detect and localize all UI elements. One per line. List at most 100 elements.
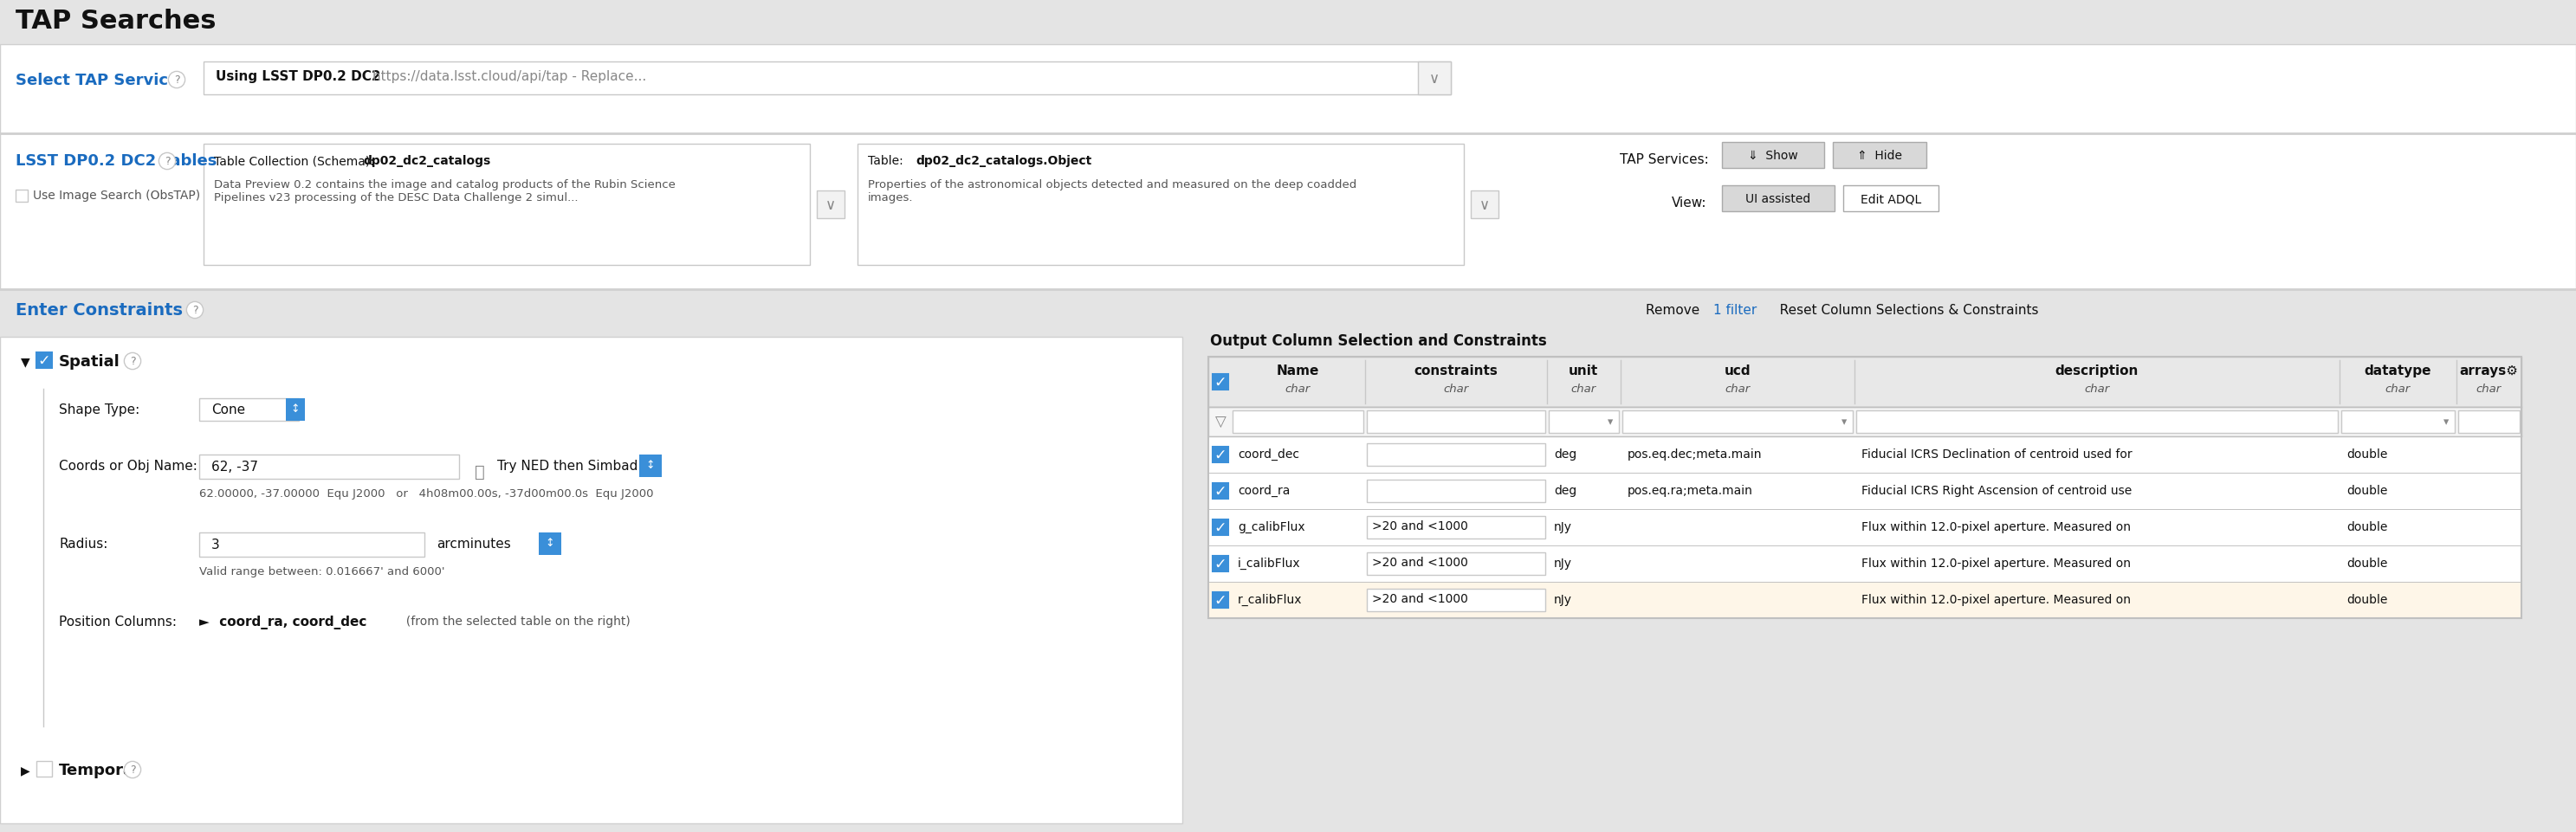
Text: char: char xyxy=(2476,383,2501,394)
Text: Fiducial ICRS Right Ascension of centroid use: Fiducial ICRS Right Ascension of centroi… xyxy=(1862,484,2133,497)
Text: https://data.lsst.cloud/api/tap - Replace...: https://data.lsst.cloud/api/tap - Replac… xyxy=(374,70,647,83)
Text: Table Collection (Schema):: Table Collection (Schema): xyxy=(214,155,374,167)
Bar xyxy=(1417,62,1450,95)
Text: (from the selected table on the right): (from the selected table on the right) xyxy=(399,615,631,627)
Text: ▶: ▶ xyxy=(21,764,31,775)
Text: deg: deg xyxy=(1553,484,1577,497)
Text: ▾: ▾ xyxy=(1607,417,1613,428)
Bar xyxy=(1208,357,2522,618)
Bar xyxy=(0,0,2576,45)
Text: ∨: ∨ xyxy=(1430,71,1440,87)
Text: constraints: constraints xyxy=(1414,364,1499,377)
Text: LSST DP0.2 DC2 Tables: LSST DP0.2 DC2 Tables xyxy=(15,153,216,169)
Text: ?: ? xyxy=(129,356,137,367)
Bar xyxy=(198,455,459,479)
Bar xyxy=(858,145,1463,265)
Text: ?: ? xyxy=(173,75,180,86)
Text: ?: ? xyxy=(193,305,198,316)
Text: ✓: ✓ xyxy=(39,353,52,369)
Text: ▾: ▾ xyxy=(2445,417,2450,428)
Bar xyxy=(1213,592,1229,608)
Text: nJy: nJy xyxy=(1553,557,1571,569)
Text: ↕: ↕ xyxy=(647,459,654,471)
Text: Fiducial ICRS Declination of centroid used for: Fiducial ICRS Declination of centroid us… xyxy=(1862,448,2133,460)
Text: ucd: ucd xyxy=(1723,364,1752,377)
Text: Flux within 12.0-pixel aperture. Measured on: Flux within 12.0-pixel aperture. Measure… xyxy=(1862,521,2130,532)
Text: ✓: ✓ xyxy=(1213,447,1226,463)
Text: ✓: ✓ xyxy=(1213,556,1226,572)
Text: >20 and <1000: >20 and <1000 xyxy=(1373,556,1468,568)
Bar xyxy=(1208,357,2522,408)
Text: Try NED then Simbad: Try NED then Simbad xyxy=(497,459,639,473)
Text: double: double xyxy=(2347,593,2388,606)
Text: coord_ra: coord_ra xyxy=(1236,484,1291,497)
Text: Using LSST DP0.2 DC2: Using LSST DP0.2 DC2 xyxy=(216,70,381,83)
Bar xyxy=(1368,443,1546,466)
Text: Use Image Search (ObsTAP): Use Image Search (ObsTAP) xyxy=(33,190,201,201)
Bar xyxy=(1208,546,2522,582)
Bar xyxy=(1208,437,2522,473)
Text: ⇑  Hide: ⇑ Hide xyxy=(1857,150,1901,161)
Bar xyxy=(1721,143,1824,169)
Bar xyxy=(0,290,2576,832)
Bar xyxy=(1368,589,1546,612)
Bar xyxy=(1832,143,1927,169)
Text: Flux within 12.0-pixel aperture. Measured on: Flux within 12.0-pixel aperture. Measure… xyxy=(1862,593,2130,606)
Text: Cone: Cone xyxy=(211,403,245,416)
Text: description: description xyxy=(2056,364,2138,377)
Bar xyxy=(2458,411,2519,433)
Bar xyxy=(1623,411,1852,433)
Text: ∨: ∨ xyxy=(1479,197,1489,213)
Bar xyxy=(1844,186,1940,212)
Text: Output Column Selection and Constraints: Output Column Selection and Constraints xyxy=(1211,333,1546,349)
Text: ►: ► xyxy=(198,615,209,628)
Text: Properties of the astronomical objects detected and measured on the deep coadded: Properties of the astronomical objects d… xyxy=(868,179,1358,203)
Bar xyxy=(0,134,2576,290)
Text: ✓: ✓ xyxy=(1213,592,1226,608)
Bar xyxy=(286,399,304,421)
Bar xyxy=(1368,552,1546,575)
Bar xyxy=(1208,473,2522,509)
Text: datatype: datatype xyxy=(2365,364,2432,377)
Text: ?: ? xyxy=(165,156,170,167)
Text: ▼: ▼ xyxy=(21,355,31,368)
Text: 1 filter: 1 filter xyxy=(1713,304,1757,316)
Bar xyxy=(36,353,52,369)
Text: ▽: ▽ xyxy=(1216,414,1226,430)
Text: ✓: ✓ xyxy=(1213,520,1226,535)
Bar xyxy=(1213,556,1229,572)
Bar xyxy=(198,399,299,421)
Bar xyxy=(204,62,1450,95)
Bar xyxy=(0,337,1182,824)
Bar xyxy=(538,532,562,555)
Text: dp02_dc2_catalogs: dp02_dc2_catalogs xyxy=(363,155,489,167)
Text: Enter Constraints: Enter Constraints xyxy=(15,302,183,319)
Text: char: char xyxy=(1571,383,1597,394)
Text: ↕: ↕ xyxy=(546,537,554,549)
Text: UI assisted: UI assisted xyxy=(1747,193,1811,205)
Text: ✓: ✓ xyxy=(1213,483,1226,499)
Bar xyxy=(1213,447,1229,463)
Text: ⤡: ⤡ xyxy=(474,463,484,480)
Bar xyxy=(1368,517,1546,539)
Bar xyxy=(204,145,809,265)
Text: ∨: ∨ xyxy=(824,197,835,213)
Bar xyxy=(1471,191,1499,219)
Text: deg: deg xyxy=(1553,448,1577,460)
Bar xyxy=(0,45,2576,134)
Bar xyxy=(1548,411,1618,433)
Bar xyxy=(1208,408,2522,437)
Text: Valid range between: 0.016667' and 6000': Valid range between: 0.016667' and 6000' xyxy=(198,566,446,577)
Text: char: char xyxy=(1726,383,1749,394)
Bar xyxy=(1213,374,1229,390)
Text: nJy: nJy xyxy=(1553,593,1571,606)
Text: Position Columns:: Position Columns: xyxy=(59,615,178,628)
Text: Select TAP Service: Select TAP Service xyxy=(15,72,178,88)
Text: unit: unit xyxy=(1569,364,1597,377)
Bar xyxy=(36,761,52,776)
Text: double: double xyxy=(2347,484,2388,497)
Text: Flux within 12.0-pixel aperture. Measured on: Flux within 12.0-pixel aperture. Measure… xyxy=(1862,557,2130,569)
Text: View:: View: xyxy=(1672,196,1708,210)
Bar xyxy=(1368,411,1546,433)
Text: char: char xyxy=(1285,383,1311,394)
